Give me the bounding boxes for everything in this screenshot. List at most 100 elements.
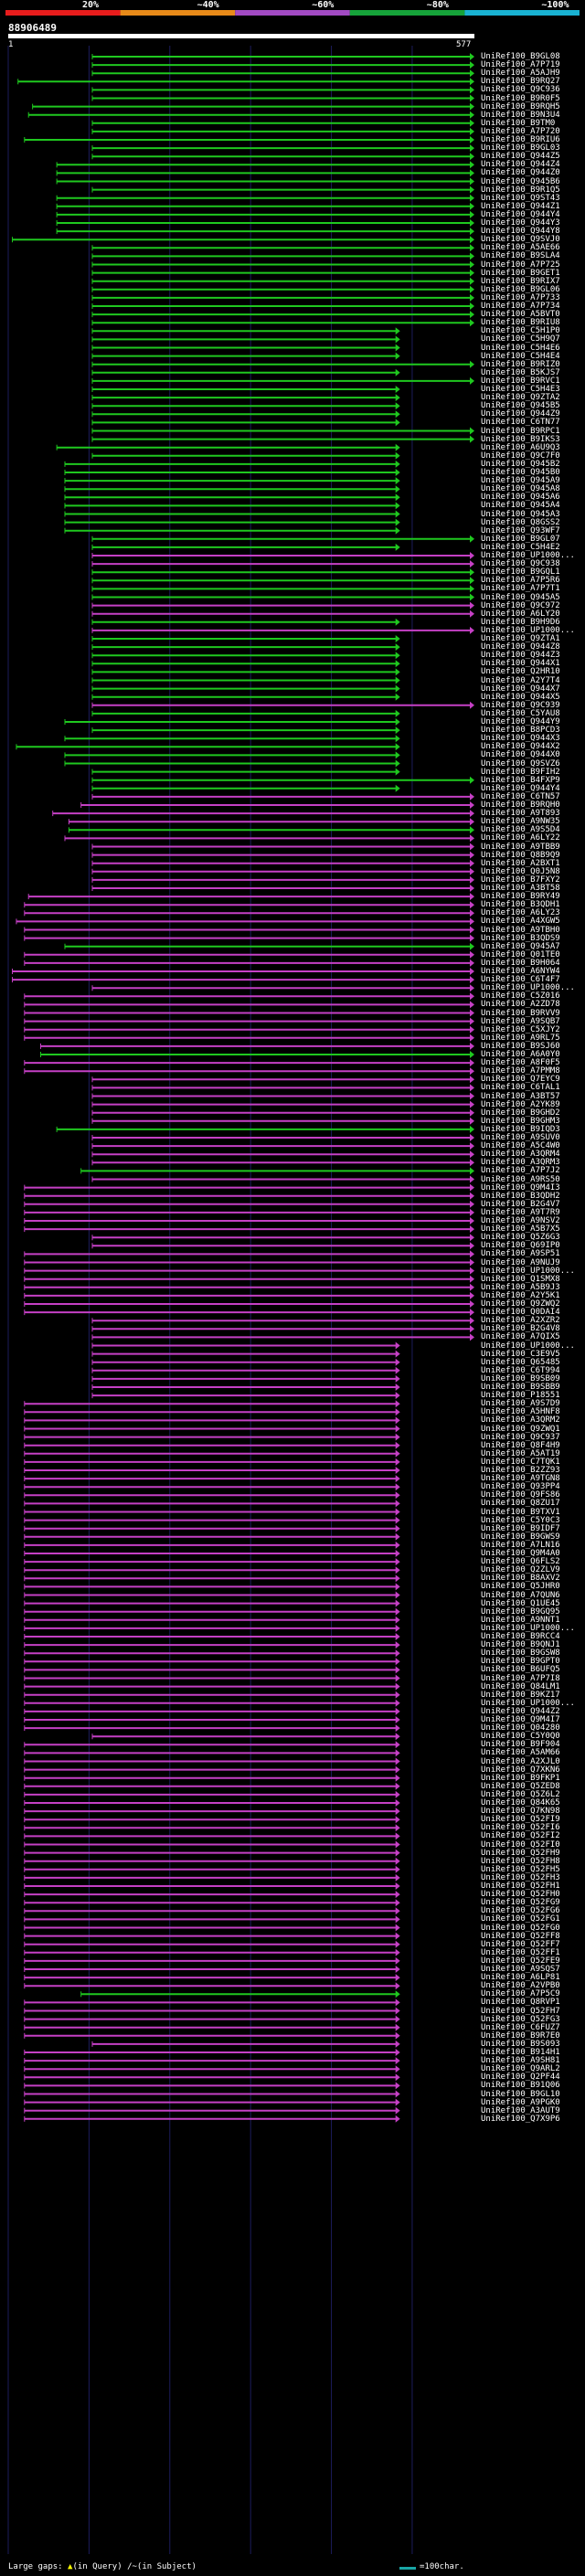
hit-bar[interactable] bbox=[91, 1134, 474, 1141]
hit-bar[interactable] bbox=[32, 102, 474, 111]
hit-bar[interactable] bbox=[24, 1865, 400, 1873]
hit-bar[interactable] bbox=[24, 1649, 400, 1658]
hit-bar[interactable] bbox=[24, 1840, 400, 1849]
hit-label[interactable]: UniRef100_A9T7R9 bbox=[481, 1207, 560, 1217]
hit-bar[interactable] bbox=[24, 2049, 400, 2056]
hit-label[interactable]: UniRef100_B9RQH0 bbox=[481, 800, 560, 810]
hit-bar[interactable] bbox=[91, 693, 400, 701]
hit-bar[interactable] bbox=[91, 1383, 400, 1391]
hit-bar[interactable] bbox=[64, 518, 400, 526]
hit-bar[interactable] bbox=[91, 1100, 474, 1108]
hit-bar[interactable] bbox=[91, 843, 474, 851]
hit-label[interactable]: UniRef100_A2XZR2 bbox=[481, 1316, 560, 1326]
hit-label[interactable]: UniRef100_A7QIX5 bbox=[481, 1332, 560, 1342]
hit-bar[interactable] bbox=[91, 86, 474, 94]
hit-bar[interactable] bbox=[64, 942, 474, 950]
hit-bar[interactable] bbox=[91, 984, 474, 992]
hit-bar[interactable] bbox=[24, 1532, 400, 1541]
hit-label[interactable]: UniRef100_A5B9J3 bbox=[481, 1282, 560, 1292]
hit-bar[interactable] bbox=[24, 1291, 474, 1299]
hit-bar[interactable] bbox=[91, 701, 474, 709]
hit-bar[interactable] bbox=[24, 1882, 400, 1890]
hit-label[interactable]: UniRef100_A7PMM8 bbox=[481, 1066, 560, 1076]
hit-bar[interactable] bbox=[91, 285, 474, 293]
hit-label[interactable]: UniRef100_B9IDF7 bbox=[481, 1523, 560, 1533]
hit-label[interactable]: UniRef100_Q944Y3 bbox=[481, 218, 560, 228]
hit-label[interactable]: UniRef100_A7P7J2 bbox=[481, 1166, 560, 1176]
hit-label[interactable]: UniRef100_B9GL10 bbox=[481, 2089, 560, 2099]
hit-label[interactable]: UniRef100_B9F904 bbox=[481, 1740, 560, 1750]
hit-bar[interactable] bbox=[91, 335, 400, 344]
hit-label[interactable]: UniRef100_Q69IP0 bbox=[481, 1241, 560, 1251]
hit-label[interactable]: UniRef100_B9RVC1 bbox=[481, 376, 560, 386]
hit-label[interactable]: UniRef100_B2ZZ93 bbox=[481, 1466, 560, 1475]
hit-bar[interactable] bbox=[24, 1790, 400, 1798]
hit-label[interactable]: UniRef100_Q7EYC9 bbox=[481, 1075, 560, 1085]
hit-label[interactable]: UniRef100_C7TQK1 bbox=[481, 1457, 560, 1467]
hit-bar[interactable] bbox=[56, 1125, 474, 1133]
hit-bar[interactable] bbox=[24, 1267, 474, 1275]
hit-bar[interactable] bbox=[91, 435, 474, 443]
hit-label[interactable]: UniRef100_B9QNJ1 bbox=[481, 1640, 560, 1650]
hit-bar[interactable] bbox=[24, 2065, 400, 2073]
hit-label[interactable]: UniRef100_B9RY49 bbox=[481, 892, 560, 902]
hit-label[interactable]: UniRef100_B9GHD2 bbox=[481, 1108, 560, 1118]
hit-bar[interactable] bbox=[91, 568, 474, 577]
hit-bar[interactable] bbox=[64, 718, 400, 726]
hit-label[interactable]: UniRef100_A9T893 bbox=[481, 809, 560, 819]
hit-bar[interactable] bbox=[91, 327, 400, 335]
hit-label[interactable]: UniRef100_B9GL03 bbox=[481, 143, 560, 154]
hit-bar[interactable] bbox=[91, 684, 400, 693]
hit-bar[interactable] bbox=[24, 1001, 474, 1009]
hit-label[interactable]: UniRef100_A9SP51 bbox=[481, 1249, 560, 1259]
hit-label[interactable]: UniRef100_B3QDS9 bbox=[481, 933, 560, 943]
hit-label[interactable]: UniRef100_Q9C7F0 bbox=[481, 451, 560, 461]
hit-bar[interactable] bbox=[24, 1025, 474, 1034]
hit-bar[interactable] bbox=[24, 1449, 400, 1458]
hit-label[interactable]: UniRef100_Q52FH5 bbox=[481, 1864, 560, 1874]
hit-bar[interactable] bbox=[24, 2073, 400, 2082]
hit-label[interactable]: UniRef100_Q52FI2 bbox=[481, 1831, 560, 1841]
hit-bar[interactable] bbox=[24, 1641, 400, 1649]
hit-label[interactable]: UniRef100_Q9M4I7 bbox=[481, 1715, 560, 1724]
hit-bar[interactable] bbox=[91, 668, 400, 676]
hit-label[interactable]: UniRef100_Q5Z6G3 bbox=[481, 1233, 560, 1243]
hit-label[interactable]: UniRef100_A2XJL0 bbox=[481, 1756, 560, 1766]
hit-label[interactable]: UniRef100_B9RQ27 bbox=[481, 77, 560, 87]
hit-bar[interactable] bbox=[24, 2106, 400, 2115]
hit-label[interactable]: UniRef100_UP1000... bbox=[481, 983, 575, 993]
hit-label[interactable]: UniRef100_B9R0F5 bbox=[481, 93, 560, 103]
hit-bar[interactable] bbox=[91, 360, 474, 368]
hit-label[interactable]: UniRef100_Q9C972 bbox=[481, 600, 560, 610]
hit-label[interactable]: UniRef100_Q9ARL2 bbox=[481, 2064, 560, 2074]
hit-label[interactable]: UniRef100_C5Y0C3 bbox=[481, 1515, 560, 1525]
hit-bar[interactable] bbox=[24, 2098, 400, 2106]
hit-bar[interactable] bbox=[64, 493, 400, 502]
hit-label[interactable]: UniRef100_Q9C937 bbox=[481, 1432, 560, 1442]
hit-bar[interactable] bbox=[24, 1250, 474, 1258]
hit-label[interactable]: UniRef100_B9RIU8 bbox=[481, 318, 560, 328]
hit-bar[interactable] bbox=[91, 186, 474, 194]
hit-label[interactable]: UniRef100_A7P5R6 bbox=[481, 576, 560, 586]
hit-bar[interactable] bbox=[91, 552, 474, 559]
hit-label[interactable]: UniRef100_A3QRM3 bbox=[481, 1158, 560, 1168]
hit-label[interactable]: UniRef100_Q8ZU17 bbox=[481, 1499, 560, 1509]
hit-bar[interactable] bbox=[24, 1541, 400, 1549]
hit-label[interactable]: UniRef100_Q944Z8 bbox=[481, 642, 560, 652]
hit-label[interactable]: UniRef100_Q2HR10 bbox=[481, 667, 560, 677]
hit-label[interactable]: UniRef100_C6TN77 bbox=[481, 418, 560, 428]
hit-label[interactable]: UniRef100_B9GPT0 bbox=[481, 1657, 560, 1667]
hit-label[interactable]: UniRef100_A9TBH0 bbox=[481, 925, 560, 935]
hit-label[interactable]: UniRef100_B9RPC1 bbox=[481, 426, 560, 436]
hit-label[interactable]: UniRef100_A7P719 bbox=[481, 60, 560, 70]
hit-bar[interactable] bbox=[24, 1633, 400, 1640]
hit-bar[interactable] bbox=[27, 893, 474, 901]
hit-label[interactable]: UniRef100_B8AXV2 bbox=[481, 1574, 560, 1584]
hit-bar[interactable] bbox=[24, 1217, 474, 1224]
hit-bar[interactable] bbox=[56, 194, 474, 202]
hit-label[interactable]: UniRef100_A6LY23 bbox=[481, 908, 560, 918]
hit-label[interactable]: UniRef100_A2Y7T4 bbox=[481, 675, 560, 685]
hit-bar[interactable] bbox=[24, 1782, 400, 1790]
hit-bar[interactable] bbox=[24, 2115, 400, 2123]
hit-bar[interactable] bbox=[91, 1150, 474, 1159]
